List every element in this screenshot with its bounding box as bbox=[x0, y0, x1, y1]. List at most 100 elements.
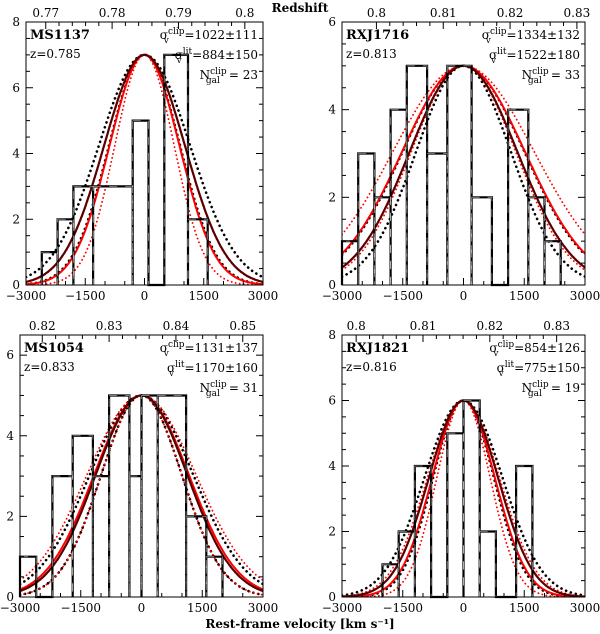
x-tick-label: 3000 bbox=[248, 289, 279, 303]
cluster-name: RXJ1716 bbox=[346, 28, 409, 43]
panel-ms1054: −3000 −1500 0 1500 3000 0 2 4 6 0.82 0.83 0.84 0.85 M… bbox=[0, 319, 278, 615]
x-axis: −3000 −1500 0 1500 3000 bbox=[6, 278, 279, 303]
x-tick-label: −1500 bbox=[382, 289, 423, 303]
histogram-bin bbox=[187, 218, 209, 286]
x-tick-label: 0 bbox=[138, 601, 146, 615]
x-tick-label: −3000 bbox=[322, 289, 363, 303]
redshift-tick-label: 0.81 bbox=[410, 319, 437, 333]
histogram-bin bbox=[57, 218, 74, 286]
histogram-bin bbox=[426, 153, 448, 286]
cluster-redshift: z=0.816 bbox=[346, 360, 397, 374]
y-tick-label: 2 bbox=[328, 525, 336, 539]
histogram-bin bbox=[185, 515, 207, 598]
sigma-clip-curve bbox=[342, 64, 585, 269]
sigma-lit-lower-curve bbox=[20, 394, 263, 596]
cluster-name: MS1137 bbox=[30, 28, 90, 43]
histogram-bin bbox=[92, 185, 134, 286]
y-tick-label: 6 bbox=[12, 81, 20, 95]
sigma-clip-upper-curve bbox=[26, 53, 263, 279]
y-axis: 0 2 4 6 bbox=[328, 15, 585, 292]
histogram-bin bbox=[72, 435, 94, 598]
x-tick-label: 0 bbox=[460, 289, 468, 303]
cluster-redshift: z=0.833 bbox=[24, 360, 75, 374]
histogram-outline bbox=[340, 64, 562, 287]
sigma-lit-curve bbox=[26, 53, 263, 285]
x-axis: −3000 −1500 0 1500 3000 bbox=[322, 590, 600, 615]
x-tick-label: −1500 bbox=[382, 601, 423, 615]
panel-rxj1821: −3000 −1500 0 1500 3000 0 2 4 6 8 0.8 0.81 0.82 0.83 R… bbox=[322, 319, 600, 615]
sigma-lit-lower-curve bbox=[342, 64, 585, 271]
y-axis: 0 2 4 6 8 bbox=[12, 15, 263, 292]
x-tick-label: 1500 bbox=[188, 289, 219, 303]
x-tick-label: −3000 bbox=[0, 601, 40, 615]
sigma-lit-lower-curve bbox=[26, 53, 263, 285]
redshift-tick-label: 0.83 bbox=[96, 319, 123, 333]
y-tick-label: 0 bbox=[12, 278, 20, 292]
y-tick-label: 2 bbox=[12, 212, 20, 226]
histogram-bin bbox=[446, 432, 464, 598]
redshift-tick-label: 0.83 bbox=[564, 6, 591, 20]
histogram-bin bbox=[544, 240, 562, 286]
x-tick-label: 1500 bbox=[509, 601, 540, 615]
sigma-lit-label: σlit v =1170±160 bbox=[167, 360, 258, 379]
histogram-bin bbox=[128, 475, 142, 598]
redshift-tick-label: 0.79 bbox=[165, 6, 192, 20]
x-tick-label: −3000 bbox=[6, 289, 47, 303]
redshift-tick-label: 0.8 bbox=[235, 6, 254, 20]
redshift-tick-label: 0.83 bbox=[543, 319, 570, 333]
histogram bbox=[381, 399, 534, 599]
redshift-tick-label: 0.8 bbox=[347, 319, 366, 333]
y-tick-label: 8 bbox=[12, 15, 20, 29]
cluster-name: MS1054 bbox=[24, 341, 84, 356]
redshift-tick-label: 0.8 bbox=[367, 6, 386, 20]
histogram-bin bbox=[446, 65, 472, 286]
panel-rxj1716: −3000 −1500 0 1500 3000 0 2 4 6 0.8 0.81 0.82 0.83 RX… bbox=[322, 6, 600, 303]
y-tick-label: 2 bbox=[328, 190, 336, 204]
histogram-bin bbox=[463, 400, 481, 598]
histogram-bin bbox=[479, 531, 497, 598]
redshift-axis: 0.82 0.83 0.84 0.85 bbox=[29, 319, 256, 342]
y-tick-label: 0 bbox=[328, 590, 336, 604]
y-tick-label: 6 bbox=[328, 15, 336, 29]
y-tick-label: 6 bbox=[6, 348, 14, 362]
ngal-label: Nclip gal = 19 bbox=[522, 380, 580, 399]
sigma-clip-label: σclip v =1334±132 bbox=[482, 27, 580, 46]
histogram-bin bbox=[141, 395, 159, 598]
curves bbox=[26, 53, 263, 285]
histogram bbox=[40, 53, 209, 287]
histogram-bin bbox=[406, 65, 428, 286]
x-tick-label: 3000 bbox=[248, 601, 279, 615]
histogram-outline bbox=[381, 399, 534, 599]
redshift-axis: 0.8 0.81 0.82 0.83 bbox=[347, 319, 570, 342]
cluster-redshift: z=0.785 bbox=[30, 47, 81, 61]
y-tick-label: 4 bbox=[12, 147, 20, 161]
redshift-tick-label: 0.82 bbox=[476, 319, 503, 333]
sigma-clip-curve bbox=[26, 53, 263, 283]
cluster-name: RXJ1821 bbox=[346, 341, 409, 356]
ngal-label: Nclip gal = 31 bbox=[200, 380, 258, 399]
panel-ms1137: −3000 −1500 0 1500 3000 0 2 4 6 8 0.77 0.78 0.79 0.8 M… bbox=[6, 6, 279, 303]
histogram bbox=[340, 64, 562, 287]
histogram-bin bbox=[527, 196, 545, 286]
y-tick-label: 4 bbox=[6, 429, 14, 443]
x-tick-label: 3000 bbox=[570, 601, 600, 615]
sigma-lit-label: σlit v =884±150 bbox=[175, 47, 258, 66]
curves bbox=[342, 64, 585, 278]
x-axis: −3000 −1500 0 1500 3000 bbox=[0, 590, 278, 615]
x-axis: −3000 −1500 0 1500 3000 bbox=[322, 278, 600, 303]
y-axis: 0 2 4 6 8 bbox=[328, 328, 585, 604]
cluster-redshift: z=0.813 bbox=[346, 47, 397, 61]
y-tick-label: 6 bbox=[328, 394, 336, 408]
sigma-lit-label: σlit v =1522±180 bbox=[489, 47, 580, 66]
redshift-axis: 0.77 0.78 0.79 0.8 bbox=[32, 6, 254, 29]
redshift-axis: 0.8 0.81 0.82 0.83 bbox=[367, 6, 590, 29]
redshift-tick-label: 0.81 bbox=[430, 6, 457, 20]
x-tick-label: 1500 bbox=[509, 289, 540, 303]
y-tick-label: 0 bbox=[328, 278, 336, 292]
ngal-label: Nclip gal = 23 bbox=[200, 67, 258, 86]
redshift-tick-label: 0.82 bbox=[497, 6, 524, 20]
x-tick-label: −1500 bbox=[60, 601, 101, 615]
y-tick-label: 4 bbox=[328, 103, 336, 117]
sigma-clip-lower-curve bbox=[26, 53, 263, 285]
redshift-tick-label: 0.77 bbox=[32, 6, 59, 20]
